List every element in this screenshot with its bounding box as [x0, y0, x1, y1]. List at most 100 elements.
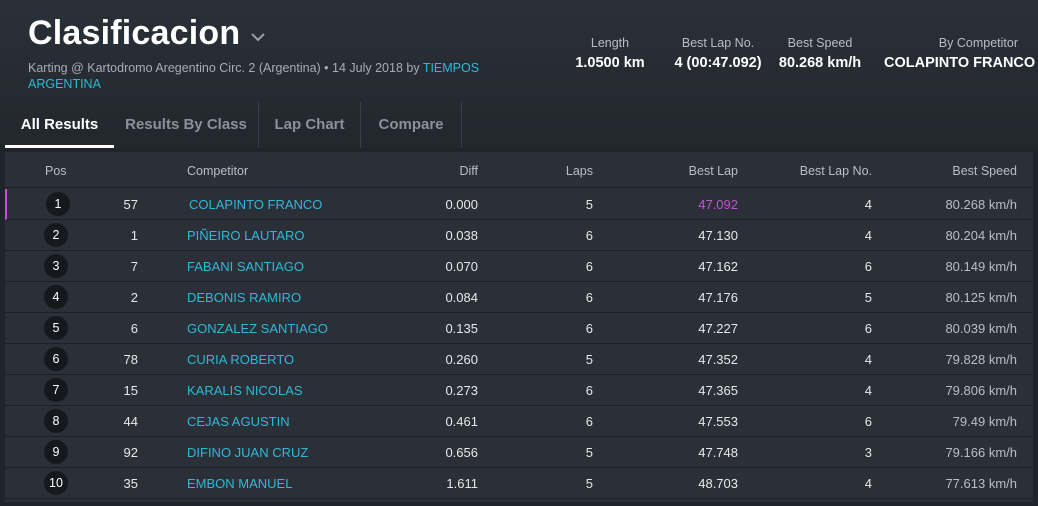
competitor-name[interactable]: CURIA ROBERTO [187, 352, 295, 367]
laps-value: 5 [585, 476, 593, 491]
column-header-best-lap-no[interactable]: Best Lap No. [799, 164, 872, 178]
stat-by-competitor: By Competitor COLAPINTO FRANCO [884, 36, 1036, 71]
column-header-laps[interactable]: Laps [565, 164, 593, 178]
tab-divider [258, 102, 259, 148]
diff-value: 0.273 [445, 383, 478, 398]
best-lap-no-value: 6 [864, 321, 872, 336]
competitor-name[interactable]: KARALIS NICOLAS [187, 383, 303, 398]
best-lap-no-value: 3 [864, 445, 872, 460]
best-lap-value: 47.162 [698, 259, 738, 274]
tab-all-results[interactable]: All Results [5, 102, 114, 148]
kart-number: 2 [130, 290, 138, 305]
best-lap-value: 48.703 [698, 476, 738, 491]
best-lap-no-value: 5 [864, 290, 872, 305]
position-badge: 7 [44, 378, 68, 402]
results-tabs: All Results Results By Class Lap Chart C… [0, 102, 1038, 148]
laps-value: 6 [585, 259, 593, 274]
best-speed-value: 80.204 km/h [945, 228, 1017, 243]
best-lap-value: 47.748 [698, 445, 738, 460]
competitor-name[interactable]: EMBON MANUEL [187, 476, 293, 491]
best-lap-no-value: 4 [864, 352, 872, 367]
best-lap-value: 47.553 [698, 414, 738, 429]
best-lap-no-value: 4 [864, 228, 872, 243]
stat-label: Best Lap No. [681, 36, 755, 50]
best-speed-value: 80.149 km/h [945, 259, 1017, 274]
stat-value: 80.268 km/h [778, 55, 862, 71]
table-row[interactable]: 2 1 PIÑEIRO LAUTARO 0.038 6 47.130 4 80.204 km/… [5, 220, 1033, 251]
event-description: Karting @ Kartodromo Aregentino Circ. 2 … [28, 61, 423, 75]
position-badge: 9 [44, 440, 68, 464]
competitor-name[interactable]: DIFINO JUAN CRUZ [187, 445, 309, 460]
title-row[interactable]: Clasificacion [28, 14, 266, 53]
best-lap-value: 47.130 [698, 228, 738, 243]
laps-value: 6 [585, 383, 593, 398]
table-row[interactable]: 5 6 GONZALEZ SANTIAGO 0.135 6 47.227 6 80.039 k… [5, 313, 1033, 344]
kart-number: 35 [123, 476, 138, 491]
best-speed-value: 79.828 km/h [945, 352, 1017, 367]
kart-number: 7 [130, 259, 138, 274]
tab-results-by-class[interactable]: Results By Class [125, 116, 247, 133]
best-lap-value: 47.227 [698, 321, 738, 336]
tab-lap-chart[interactable]: Lap Chart [274, 116, 345, 133]
table-row[interactable]: 3 7 FABANI SANTIAGO 0.070 6 47.162 6 80.149 km/… [5, 251, 1033, 282]
best-lap-no-value: 6 [864, 414, 872, 429]
column-header-pos[interactable]: Pos [45, 164, 67, 178]
best-speed-value: 79.806 km/h [945, 383, 1017, 398]
position-badge: 3 [44, 254, 68, 278]
column-header-diff[interactable]: Diff [459, 164, 478, 178]
laps-value: 6 [585, 414, 593, 429]
kart-number: 15 [123, 383, 138, 398]
best-lap-value: 47.352 [698, 352, 738, 367]
table-header: Pos Competitor Diff Laps Best Lap Best L… [5, 152, 1033, 188]
table-row[interactable]: 10 35 EMBON MANUEL 1.611 5 48.703 4 77.613 km/h [5, 468, 1033, 499]
best-lap-no-value: 4 [864, 476, 872, 491]
competitor-name[interactable]: PIÑEIRO LAUTARO [187, 228, 305, 243]
organizer-link[interactable]: TIEMPOS ARGENTINA [28, 61, 480, 91]
stat-best-lap-no: Best Lap No. 4 (00:47.092) [666, 36, 770, 71]
table-row[interactable]: 9 92 DIFINO JUAN CRUZ 0.656 5 47.748 3 79.166 k… [5, 437, 1033, 468]
table-row[interactable]: 7 15 KARALIS NICOLAS 0.273 6 47.365 4 79.806 km… [5, 375, 1033, 406]
best-speed-value: 80.039 km/h [945, 321, 1017, 336]
position-badge: 4 [44, 285, 68, 309]
column-header-competitor[interactable]: Competitor [187, 164, 249, 178]
diff-value: 0.461 [445, 414, 478, 429]
best-speed-value: 80.125 km/h [945, 290, 1017, 305]
position-badge: 8 [44, 409, 68, 433]
best-lap-value: 47.176 [698, 290, 738, 305]
best-speed-value: 79.166 km/h [945, 445, 1017, 460]
stat-value: 4 (00:47.092) [674, 55, 762, 71]
stat-value: COLAPINTO FRANCO [884, 55, 1036, 71]
diff-value: 0.084 [445, 290, 478, 305]
laps-value: 6 [585, 321, 593, 336]
diff-value: 0.260 [445, 352, 478, 367]
kart-number: 1 [130, 228, 138, 243]
position-badge: 1 [46, 192, 70, 216]
event-header: Clasificacion Karting @ Kartodromo Arege… [0, 0, 1038, 148]
table-row[interactable]: 4 2 DEBONIS RAMIRO 0.084 6 47.176 5 80.125 km/h [5, 282, 1033, 313]
competitor-name[interactable]: GONZALEZ SANTIAGO [187, 321, 328, 336]
table-row[interactable]: 1 57 COLAPINTO FRANCO 0.000 5 47.092 4 80.268 k… [5, 189, 1033, 220]
position-badge: 2 [44, 223, 68, 247]
diff-value: 0.656 [445, 445, 478, 460]
competitor-name[interactable]: COLAPINTO FRANCO [189, 197, 323, 212]
chevron-down-icon[interactable] [250, 32, 266, 42]
diff-value: 0.070 [445, 259, 478, 274]
competitor-name[interactable]: DEBONIS RAMIRO [187, 290, 302, 305]
column-header-best-speed[interactable]: Best Speed [952, 164, 1017, 178]
position-badge: 6 [44, 347, 68, 371]
best-lap-no-value: 6 [864, 259, 872, 274]
competitor-name[interactable]: FABANI SANTIAGO [187, 259, 305, 274]
table-row[interactable]: 8 44 CEJAS AGUSTIN 0.461 6 47.553 6 79.49 km/h [5, 406, 1033, 437]
kart-number: 44 [123, 414, 138, 429]
competitor-name[interactable]: CEJAS AGUSTIN [187, 414, 290, 429]
page-title: Clasificacion [28, 14, 241, 52]
best-lap-value: 47.092 [698, 197, 738, 212]
column-header-best-lap[interactable]: Best Lap [688, 164, 738, 178]
stat-label: By Competitor [938, 36, 1018, 50]
table-row[interactable]: 6 78 CURIA ROBERTO 0.260 5 47.352 4 79.828 km/h [5, 344, 1033, 375]
stat-label: Best Speed [787, 36, 853, 50]
stat-value: 1.0500 km [575, 55, 645, 71]
kart-number: 78 [123, 352, 138, 367]
kart-number: 92 [123, 445, 138, 460]
tab-compare[interactable]: Compare [378, 116, 444, 133]
